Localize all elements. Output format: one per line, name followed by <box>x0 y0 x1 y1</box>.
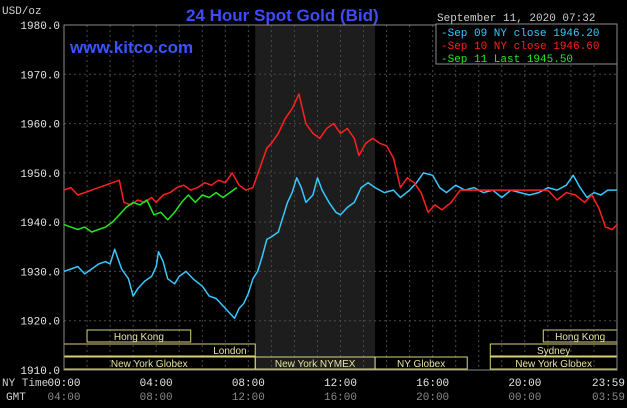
session-box <box>86 329 192 343</box>
series-line <box>63 186 238 233</box>
session-box <box>374 356 468 370</box>
x-tick-label-gmt: 08:00 <box>140 392 173 404</box>
legend-entry: -Sep 09 NY close 1946.20 <box>441 28 599 40</box>
x-tick-label-ny: 00:00 <box>47 378 80 390</box>
session-label: New York Globex <box>111 359 188 370</box>
session-label: Sydney <box>537 346 570 357</box>
session-label: NY Globex <box>397 359 445 370</box>
legend-entry: -Sep 11 Last 1945.50 <box>441 54 573 66</box>
x-tick-label-ny: 23:59 <box>592 378 625 390</box>
y-tick-label: 1960.0 <box>20 120 60 132</box>
series-lines <box>63 93 618 320</box>
nymex-shaded-region <box>255 25 376 370</box>
y-tick-label: 1940.0 <box>20 218 60 230</box>
x-tick-label-gmt: 04:00 <box>47 392 80 404</box>
date-label: September 11, 2020 07:32 <box>437 13 595 25</box>
x-tick-label-ny: 04:00 <box>140 378 173 390</box>
y-tick-label: 1970.0 <box>20 70 60 82</box>
x-axis-ticks: 00:00 04:00 04:00 08:00 08:00 12:00 12:00 16:00… <box>47 378 625 404</box>
y-tick-label: 1920.0 <box>20 317 60 329</box>
y-axis-label: USD/oz <box>2 6 42 18</box>
x-tick-label-gmt: 12:00 <box>232 392 265 404</box>
x-tick-label-gmt: 16:00 <box>324 392 357 404</box>
series-line <box>63 172 617 320</box>
y-tick-label: 1910.0 <box>20 366 60 378</box>
session-label: Hong Kong <box>555 332 605 343</box>
y-axis-ticks: 1980.0 1970.0 1960.0 1950.0 1940.0 1930.0 1920… <box>20 21 60 378</box>
site-url: www.kitco.com <box>69 38 193 57</box>
x-tick-label-ny: 16:00 <box>416 378 449 390</box>
x-tick-label-gmt: 03:59 <box>592 392 625 404</box>
session-label: New York NYMEX <box>275 359 356 370</box>
x-row-label-gmt: GMT <box>6 392 26 404</box>
x-tick-label-gmt: 20:00 <box>416 392 449 404</box>
y-tick-label: 1930.0 <box>20 267 60 279</box>
x-tick-label-ny: 12:00 <box>324 378 357 390</box>
session-label: New York Globex <box>515 359 592 370</box>
y-tick-label: 1950.0 <box>20 169 60 181</box>
shaded-band <box>255 25 376 370</box>
x-tick-label-gmt: 00:00 <box>508 392 541 404</box>
legend-box <box>435 23 618 65</box>
legend: -Sep 09 NY close 1946.20-Sep 10 NY close… <box>435 23 618 66</box>
y-tick-label: 1980.0 <box>20 21 60 33</box>
plot-border <box>63 24 618 371</box>
chart-title: 24 Hour Spot Gold (Bid) <box>186 6 379 25</box>
x-row-label-ny: NY Time <box>2 378 48 390</box>
x-tick-label-ny: 08:00 <box>232 378 265 390</box>
session-label: Hong Kong <box>114 332 164 343</box>
session-label: London <box>213 346 246 357</box>
x-tick-label-ny: 20:00 <box>508 378 541 390</box>
legend-entry: -Sep 10 NY close 1946.60 <box>441 41 599 53</box>
